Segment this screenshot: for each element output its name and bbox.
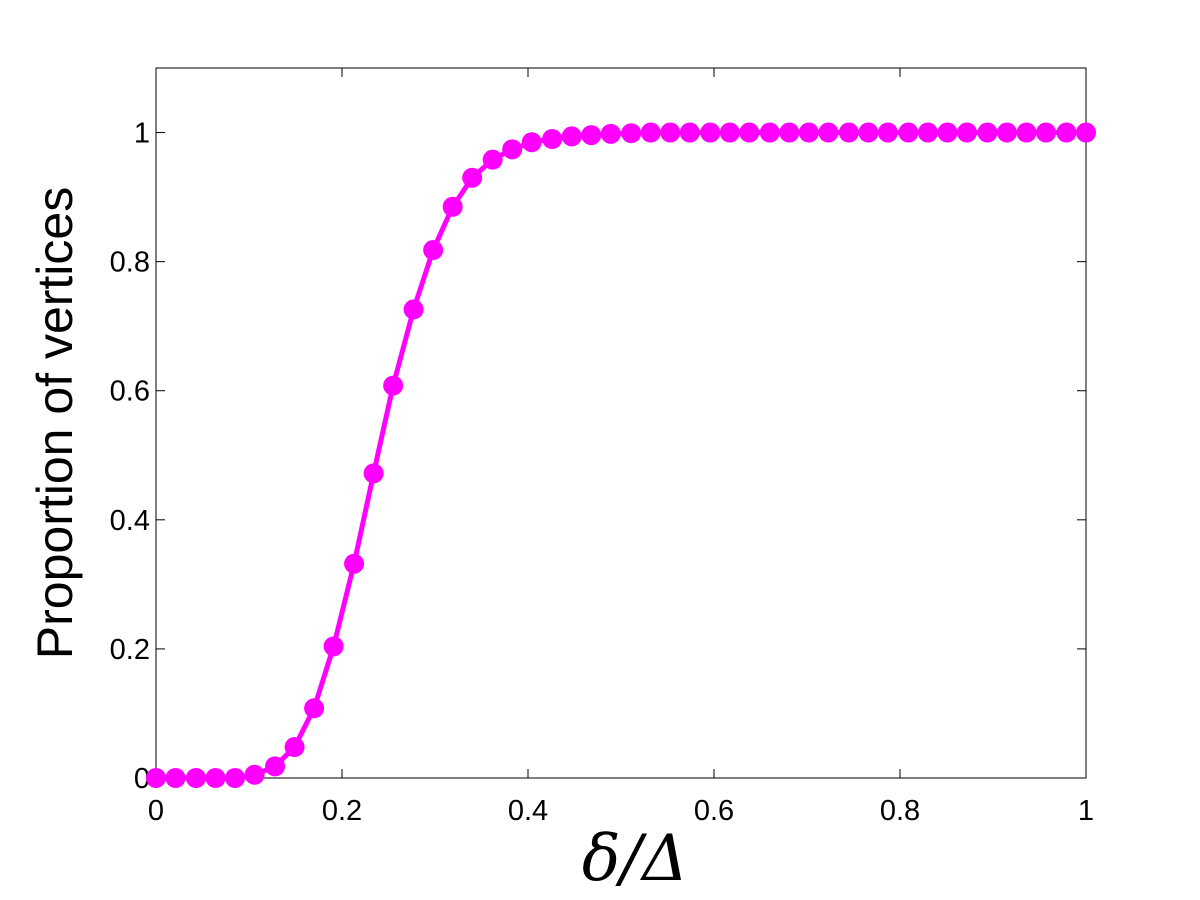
data-point	[1056, 122, 1077, 143]
data-point	[660, 122, 681, 143]
x-tick-label: 0	[148, 795, 164, 827]
data-point	[185, 768, 206, 788]
data-point	[442, 196, 463, 217]
data-point	[977, 122, 998, 143]
data-point	[719, 122, 740, 143]
data-point	[679, 122, 700, 143]
data-point	[244, 764, 265, 785]
y-tick-label: 0.4	[110, 505, 150, 537]
data-point	[502, 139, 523, 160]
y-tick-label: 1	[134, 118, 150, 150]
data-point	[146, 768, 166, 788]
y-tick-label: 0.6	[110, 376, 150, 408]
data-point	[779, 122, 800, 143]
y-tick-label: 0.2	[110, 634, 150, 666]
data-point	[521, 132, 542, 153]
data-point	[956, 122, 977, 143]
data-point	[561, 126, 582, 147]
data-point	[462, 167, 483, 188]
x-tick-label: 0.4	[508, 795, 548, 827]
data-point	[205, 768, 226, 788]
data-point	[858, 122, 879, 143]
data-point	[1016, 122, 1037, 143]
data-point	[1076, 122, 1096, 143]
data-point	[482, 149, 503, 170]
data-point	[759, 122, 780, 143]
x-tick-label: 0.6	[694, 795, 734, 827]
data-point	[1036, 122, 1057, 143]
data-point	[542, 129, 563, 149]
y-axis-label: Proportion of vertices	[27, 187, 83, 659]
data-point	[739, 122, 760, 143]
data-point	[700, 122, 721, 143]
series-line	[156, 130, 1086, 781]
plot-frame	[155, 67, 1087, 779]
data-point	[323, 636, 344, 657]
y-tick-label: 0.8	[110, 247, 150, 279]
data-point	[996, 122, 1017, 143]
data-point	[165, 768, 186, 788]
x-tick-label: 1	[1078, 795, 1094, 827]
data-point	[225, 768, 246, 788]
data-point	[423, 240, 444, 261]
x-tick-label: 0.2	[322, 795, 362, 827]
data-point	[798, 122, 819, 143]
data-point	[265, 756, 286, 777]
data-point	[640, 122, 661, 143]
data-point	[877, 122, 898, 143]
data-point	[818, 122, 839, 143]
data-point	[838, 122, 859, 143]
data-point	[344, 553, 365, 574]
data-point	[304, 698, 325, 719]
data-point	[600, 123, 621, 144]
data-point	[383, 375, 404, 396]
data-point	[363, 463, 384, 484]
data-point	[621, 123, 642, 144]
data-point	[403, 299, 424, 320]
data-point	[284, 737, 305, 758]
y-tick-label: 0	[134, 763, 150, 795]
data-point	[937, 122, 958, 143]
data-point	[917, 122, 938, 143]
data-point	[898, 122, 919, 143]
data-point	[581, 125, 602, 146]
x-tick-label: 0.8	[880, 795, 920, 827]
x-axis-label: δ/Δ	[582, 822, 688, 896]
